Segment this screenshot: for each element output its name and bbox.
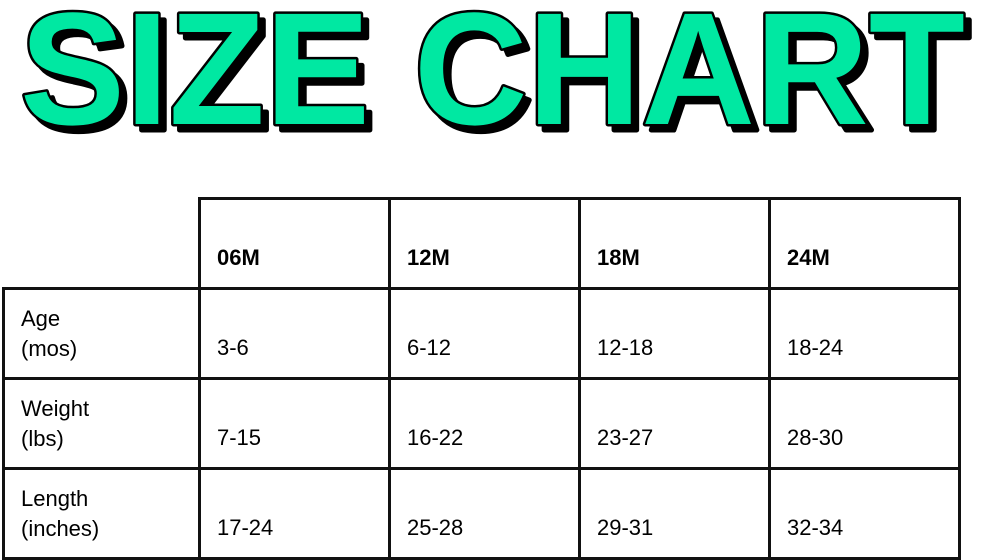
row-label-unit: (lbs): [21, 426, 64, 451]
header-row: 06M 12M 18M 24M: [3, 197, 961, 290]
header-cell: 24M: [768, 197, 961, 290]
table-cell: 29-31: [578, 467, 771, 560]
header-cell: 06M: [198, 197, 391, 290]
row-label-unit: (inches): [21, 516, 100, 541]
table-row: Weight (lbs) 7-15 16-22 23-27 28-30: [2, 377, 961, 470]
table-cell: 28-30: [768, 377, 961, 470]
table-cell: 32-34: [768, 467, 961, 560]
table-cell: 12-18: [578, 287, 771, 380]
header-cell: 18M: [578, 197, 771, 290]
title-text: SIZE CHART: [20, 0, 965, 150]
row-label: Length (inches): [2, 467, 201, 560]
table-cell: 7-15: [198, 377, 391, 470]
corner-cell: [3, 198, 201, 290]
table-cell: 6-12: [388, 287, 581, 380]
table-cell: 17-24: [198, 467, 391, 560]
size-table: 06M 12M 18M 24M Age (mos) 3-6 6-12 12-18 …: [2, 197, 961, 560]
table-row: Age (mos) 3-6 6-12 12-18 18-24: [2, 287, 961, 380]
row-label: Weight (lbs): [2, 377, 201, 470]
table-cell: 16-22: [388, 377, 581, 470]
row-label-unit: (mos): [21, 336, 78, 361]
row-label-line: Age: [21, 306, 61, 331]
table-cell: 23-27: [578, 377, 771, 470]
table-row: Length (inches) 17-24 25-28 29-31 32-34: [2, 467, 961, 560]
row-label-line: Weight: [21, 396, 90, 421]
row-label-line: Length: [21, 486, 89, 511]
table-cell: 18-24: [768, 287, 961, 380]
table-cell: 25-28: [388, 467, 581, 560]
row-label: Age (mos): [2, 287, 201, 380]
page-title: SIZE CHART: [18, 0, 968, 150]
table-cell: 3-6: [198, 287, 391, 380]
header-cell: 12M: [388, 197, 581, 290]
